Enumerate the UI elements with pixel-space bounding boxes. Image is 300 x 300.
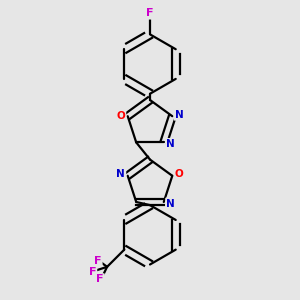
- Text: N: N: [166, 199, 175, 208]
- Text: N: N: [166, 139, 175, 149]
- Text: F: F: [94, 256, 101, 266]
- Text: N: N: [116, 169, 125, 179]
- Text: F: F: [89, 266, 96, 277]
- Text: N: N: [175, 110, 184, 120]
- Text: F: F: [146, 8, 154, 18]
- Text: O: O: [175, 169, 184, 179]
- Text: O: O: [116, 111, 125, 121]
- Text: F: F: [96, 274, 104, 284]
